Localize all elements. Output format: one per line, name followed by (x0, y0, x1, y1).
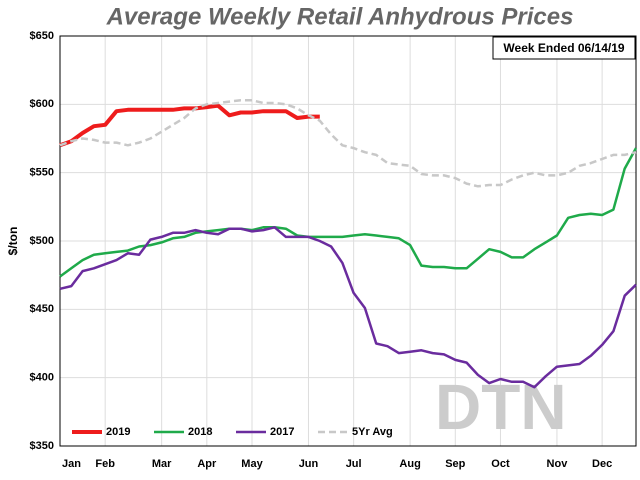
x-tick-label: Jun (299, 458, 319, 470)
chart-title: Average Weekly Retail Anhydrous Prices (106, 3, 574, 30)
x-tick-label: Apr (197, 458, 217, 470)
legend-label: 2019 (106, 426, 130, 438)
y-tick-label: $350 (30, 440, 54, 452)
series-line (59, 103, 320, 148)
legend-label: 2018 (188, 426, 212, 438)
legend-label: 2017 (270, 426, 294, 438)
x-tick-label: Feb (95, 458, 115, 470)
x-tick-label: Oct (491, 458, 510, 470)
y-tick-label: $600 (30, 98, 54, 110)
x-tick-label: May (241, 458, 263, 470)
x-tick-label: Jan (62, 458, 81, 470)
y-tick-label: $550 (30, 167, 54, 179)
watermark: DTN (435, 371, 567, 443)
x-tick-label: Mar (152, 458, 172, 470)
y-tick-label: $650 (30, 30, 54, 42)
legend-label: 5Yr Avg (352, 426, 393, 438)
x-tick-label: Jul (346, 458, 362, 470)
x-tick-label: Nov (547, 458, 569, 470)
y-tick-label: $400 (30, 372, 54, 384)
annotation: Week Ended 06/14/19 (503, 41, 625, 55)
series-line (59, 226, 637, 389)
annotation-box (492, 36, 636, 60)
y-tick-label: $500 (30, 235, 54, 247)
x-tick-label: Sep (445, 458, 465, 470)
x-tick-label: Dec (592, 458, 612, 470)
x-tick-label: Aug (399, 458, 420, 470)
series-line (59, 147, 638, 278)
series-line (59, 98, 637, 188)
y-tick-label: $450 (30, 303, 54, 315)
plot-frame (59, 35, 637, 447)
y-axis-label: $/ton (6, 227, 20, 256)
